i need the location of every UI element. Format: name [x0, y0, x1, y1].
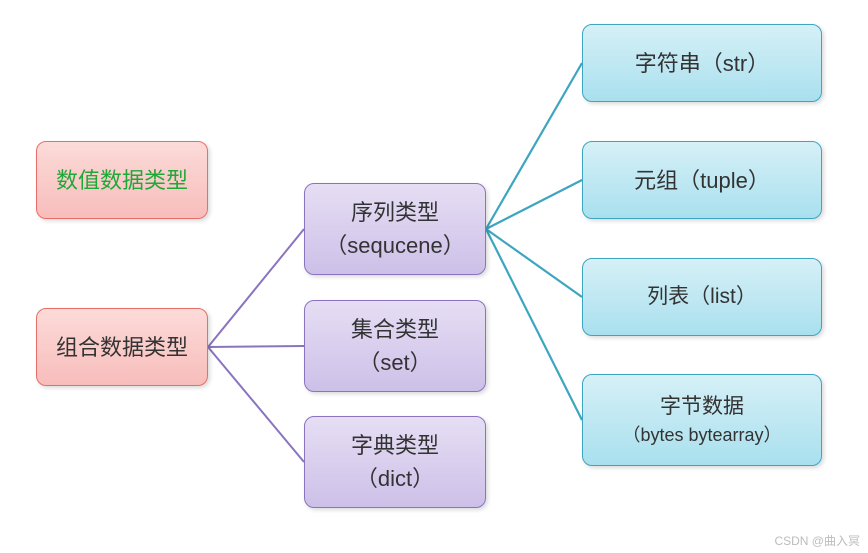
node-str: 字符串（str） — [582, 24, 822, 102]
edge-sequence-str — [486, 63, 582, 229]
edge-composite-set — [208, 346, 304, 347]
watermark: CSDN @曲入冥 — [774, 532, 860, 549]
node-tuple: 元组（tuple） — [582, 141, 822, 219]
node-sequence: 序列类型（sequcene） — [304, 183, 486, 275]
edge-sequence-list — [486, 229, 582, 297]
node-numeric: 数值数据类型 — [36, 141, 208, 219]
node-bytes-line1: 字节数据 — [660, 391, 744, 423]
node-sequence-line1: 序列类型 — [351, 196, 439, 229]
node-list: 列表（list） — [582, 258, 822, 336]
edge-sequence-bytes — [486, 229, 582, 420]
node-set-line2: （set） — [358, 346, 431, 379]
node-dict: 字典类型（dict） — [304, 416, 486, 508]
node-list-line1: 列表（list） — [647, 281, 757, 313]
node-tuple-line1: 元组（tuple） — [634, 164, 770, 197]
node-str-line1: 字符串（str） — [635, 47, 769, 80]
node-bytes-line2: （bytes bytearray） — [622, 422, 781, 449]
edge-composite-dict — [208, 347, 304, 462]
node-bytes: 字节数据（bytes bytearray） — [582, 374, 822, 466]
node-numeric-line1: 数值数据类型 — [56, 164, 188, 197]
node-set-line1: 集合类型 — [351, 313, 439, 346]
edge-composite-sequence — [208, 229, 304, 347]
node-composite: 组合数据类型 — [36, 308, 208, 386]
edge-sequence-tuple — [486, 180, 582, 229]
node-dict-line1: 字典类型 — [351, 429, 439, 462]
node-dict-line2: （dict） — [356, 462, 434, 495]
node-set: 集合类型（set） — [304, 300, 486, 392]
node-sequence-line2: （sequcene） — [325, 229, 464, 262]
node-composite-line1: 组合数据类型 — [56, 331, 188, 364]
